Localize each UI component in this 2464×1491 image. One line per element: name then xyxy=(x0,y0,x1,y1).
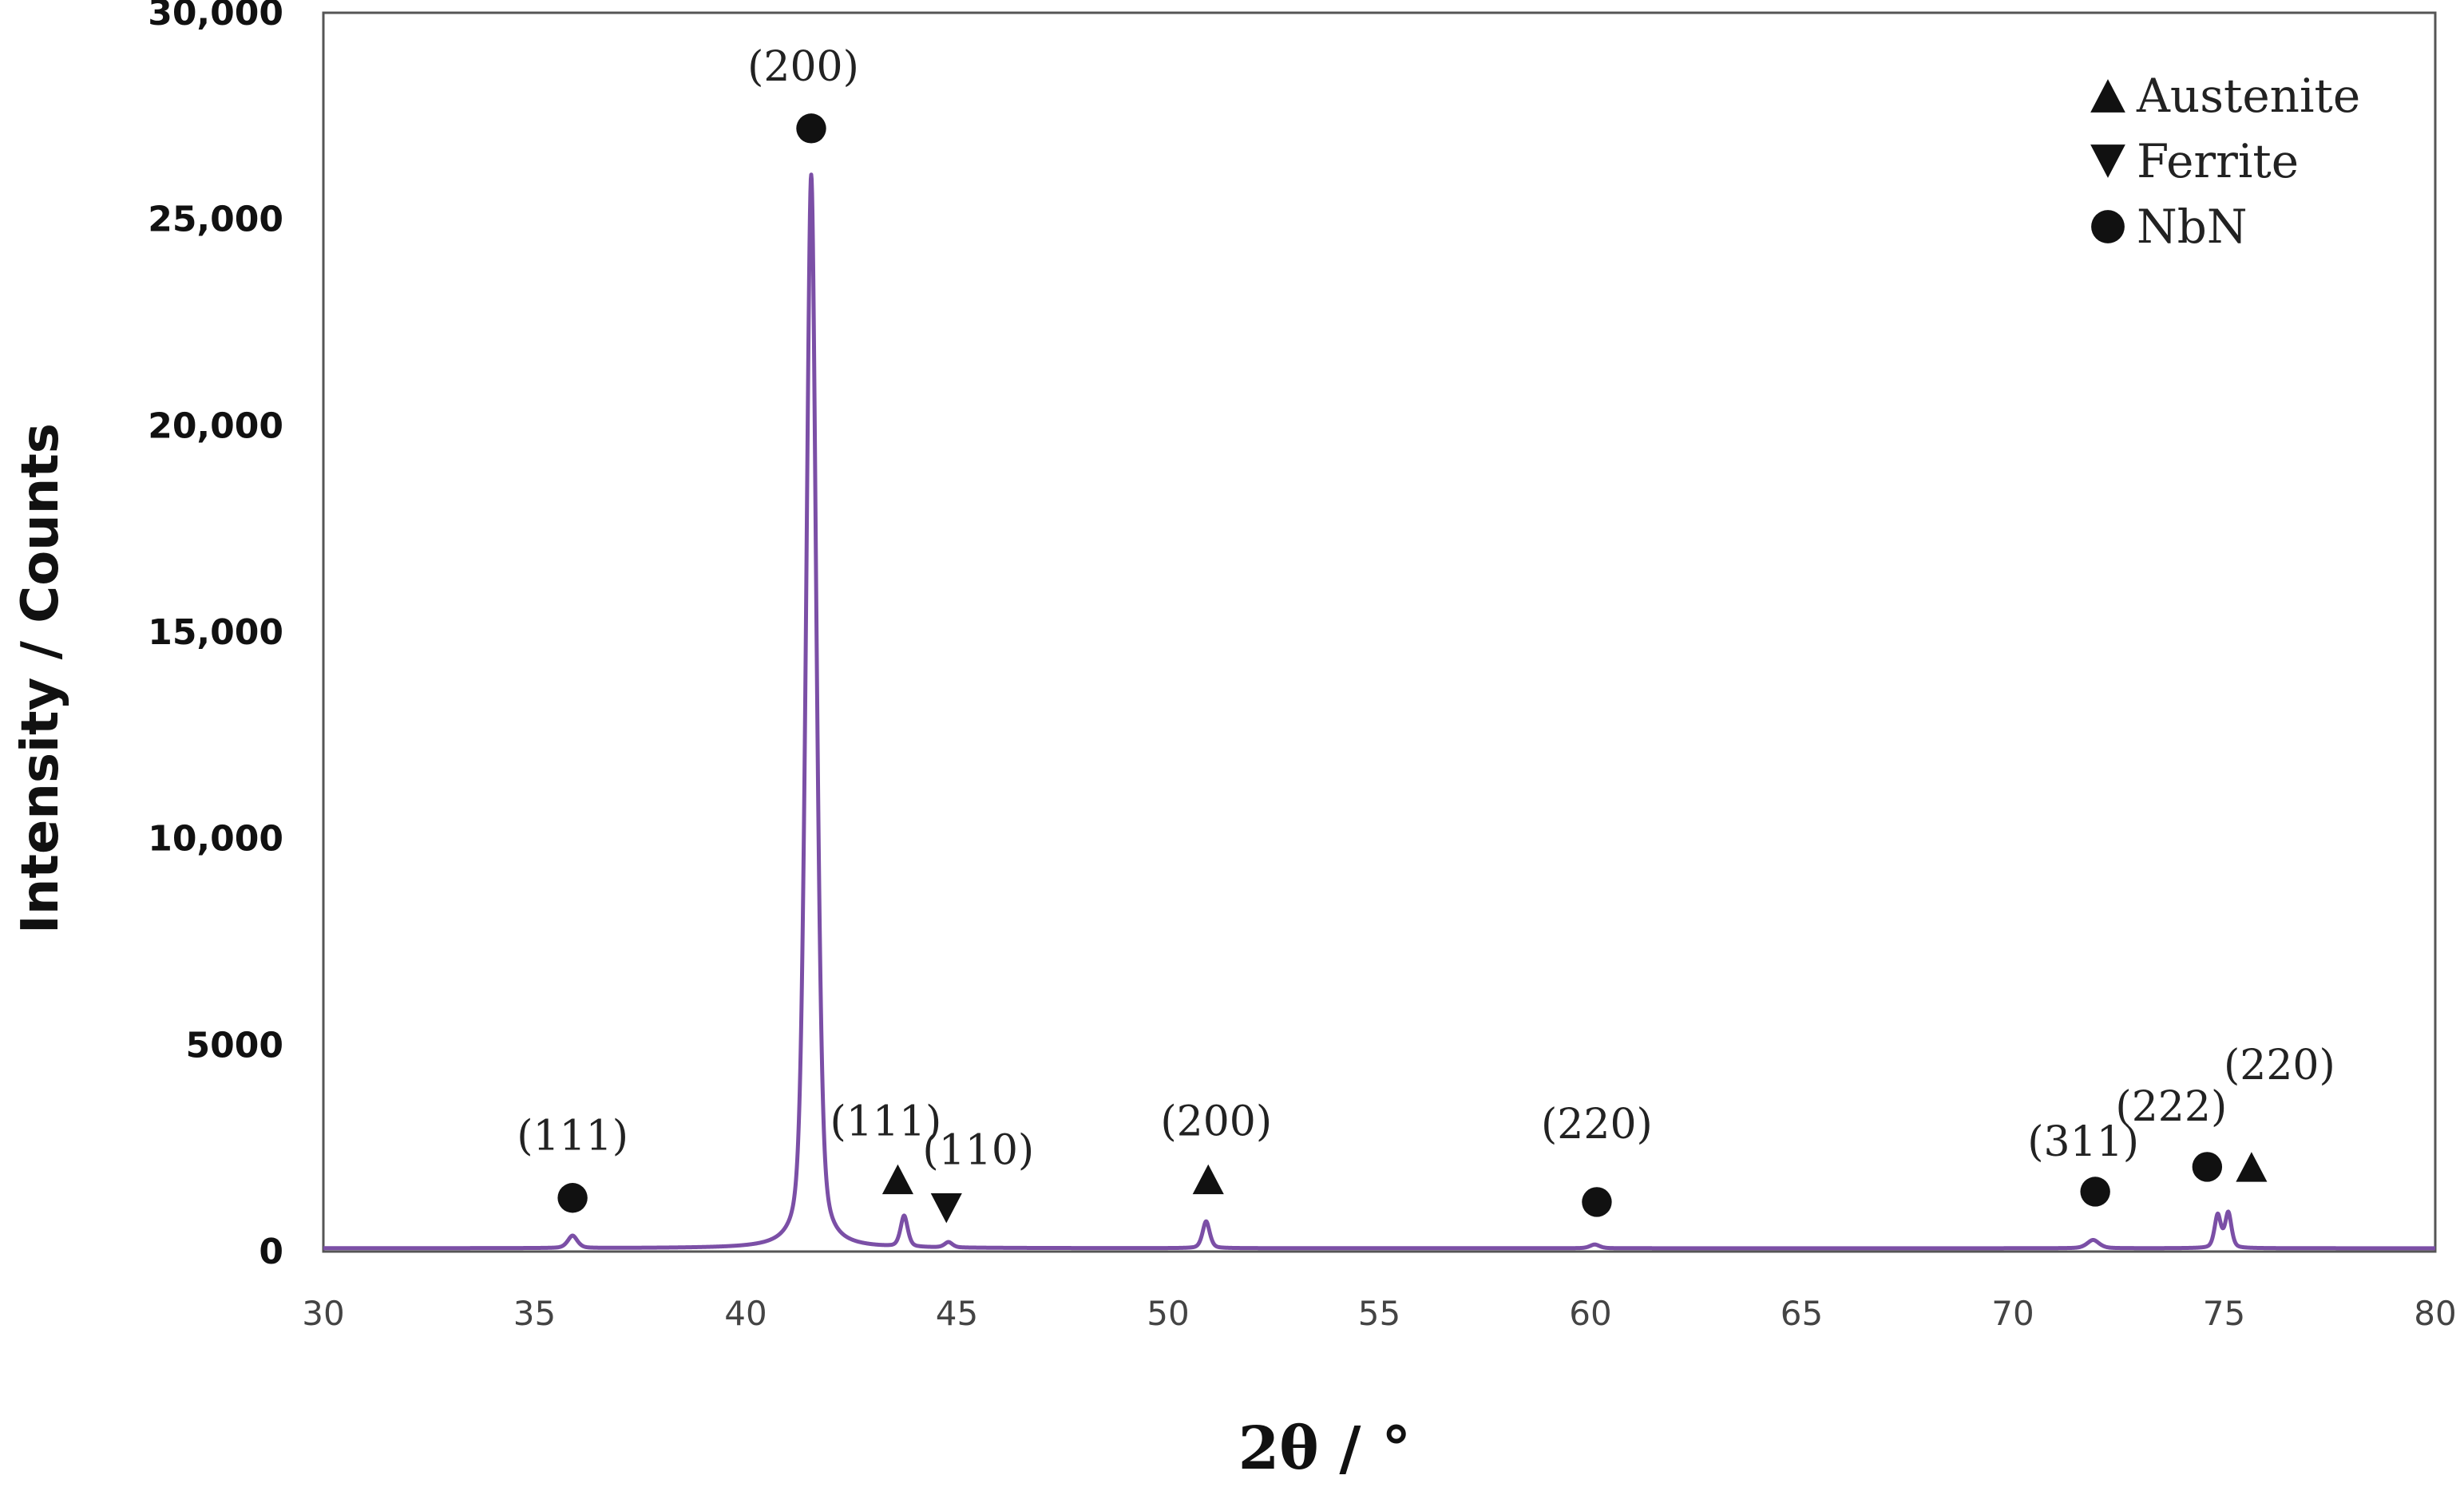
xrd-series-line xyxy=(322,172,2437,1251)
x-tick-label: 80 xyxy=(2414,1294,2456,1333)
peak-label: (220) xyxy=(2224,1042,2335,1090)
x-tick-label: 75 xyxy=(2203,1294,2245,1333)
legend-marker-triangle-up xyxy=(2090,79,2125,113)
y-tick-label: 20,000 xyxy=(148,405,283,446)
peak-marker-triangle-up xyxy=(1192,1164,1224,1195)
peak-marker-triangle-up xyxy=(881,1164,913,1195)
peak-label: (111) xyxy=(830,1097,942,1145)
peak-annotations: (111)(200)(111)(110)(200) (220) (311)(222)… xyxy=(517,43,2335,1224)
peak-marker-triangle-down xyxy=(930,1192,962,1224)
peak-label: (110) xyxy=(922,1127,1034,1175)
x-axis-label: 2θ / ° xyxy=(1238,1414,1411,1483)
peak-label: (220) xyxy=(1541,1101,1653,1149)
peak-marker-circle xyxy=(2080,1177,2110,1207)
peak-marker-circle xyxy=(2192,1152,2223,1182)
x-tick-label: 45 xyxy=(936,1294,978,1333)
peak-label: (200) xyxy=(747,43,859,91)
y-tick-label: 0 xyxy=(259,1232,283,1272)
x-tick-label: 30 xyxy=(302,1294,344,1333)
legend-label: Austenite xyxy=(2136,69,2360,123)
plot-border xyxy=(322,11,2437,1253)
y-tick-label: 25,000 xyxy=(148,200,283,240)
x-tick-label: 60 xyxy=(1569,1294,1611,1333)
x-axis: 30 35 40 45 50 55 60 65 70 75 80 xyxy=(302,1294,2456,1333)
x-tick-label: 35 xyxy=(513,1294,556,1333)
y-tick-label: 5000 xyxy=(186,1025,283,1066)
y-tick-label: 30,000 xyxy=(148,0,283,34)
legend: Austenite Ferrite NbN xyxy=(2090,69,2360,254)
peak-marker-triangle-up xyxy=(2236,1152,2268,1182)
y-axis: 0 5000 10,000 15,000 20,000 25,000 30,000 xyxy=(148,0,283,1272)
peak-label: (311) xyxy=(2027,1118,2139,1166)
peak-label: (200) xyxy=(1160,1097,1272,1145)
y-axis-label: Intensity / Counts xyxy=(11,423,70,934)
peak-label: (222) xyxy=(2115,1083,2227,1131)
legend-label: NbN xyxy=(2137,200,2248,254)
y-tick-label: 15,000 xyxy=(148,612,283,653)
x-tick-label: 65 xyxy=(1781,1294,1823,1333)
legend-label: Ferrite xyxy=(2137,134,2299,188)
legend-marker-triangle-down xyxy=(2090,144,2125,178)
peak-label: (111) xyxy=(517,1113,628,1161)
plot-frame xyxy=(322,11,2437,1253)
peak-marker-circle xyxy=(557,1183,588,1213)
y-tick-label: 10,000 xyxy=(148,819,283,860)
peak-marker-circle xyxy=(796,113,826,144)
x-tick-label: 70 xyxy=(1991,1294,2034,1333)
peak-marker-circle xyxy=(1582,1187,1612,1217)
x-tick-label: 50 xyxy=(1147,1294,1189,1333)
x-tick-label: 40 xyxy=(724,1294,767,1333)
legend-marker-circle xyxy=(2091,210,2125,243)
x-tick-label: 55 xyxy=(1358,1294,1400,1333)
series xyxy=(322,172,2437,1251)
